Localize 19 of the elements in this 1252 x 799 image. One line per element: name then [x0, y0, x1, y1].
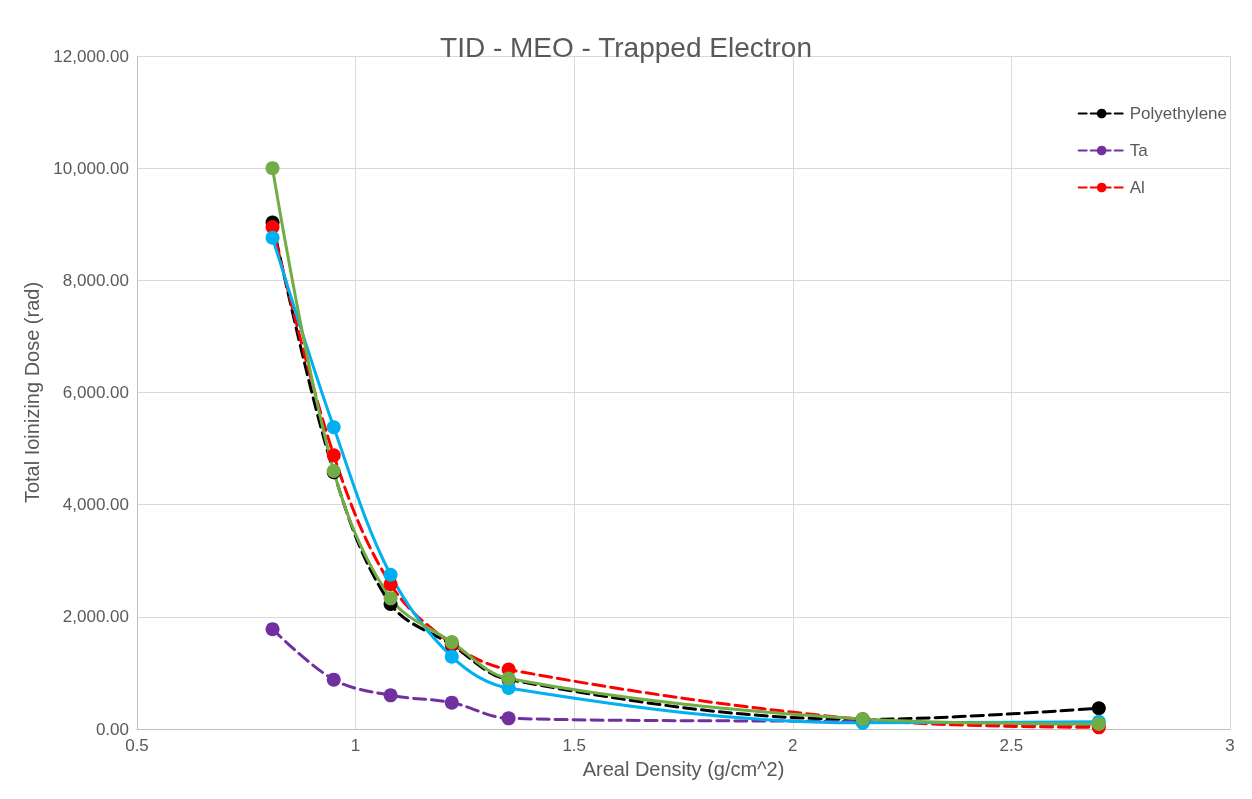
chart-title: TID - MEO - Trapped Electron: [440, 31, 812, 63]
legend-label: Ta: [1129, 141, 1149, 160]
x-tick-label: 2: [788, 736, 798, 755]
x-axis-title: Areal Density (g/cm^2): [582, 757, 785, 780]
x-tick-label: 3: [1225, 736, 1235, 755]
y-tick-label: 10,000.00: [53, 158, 129, 178]
y-tick-label: 6,000.00: [62, 383, 129, 402]
legend-label: Polyethylene: [1129, 104, 1227, 123]
legend-label: Al: [1129, 178, 1145, 197]
y-tick-label: 4,000.00: [62, 495, 129, 515]
y-tick-label: 8,000.00: [62, 270, 129, 290]
y-axis-title: Total Ioinizing Dose (rad): [21, 281, 44, 504]
y-tick-label: 0.00: [95, 719, 129, 739]
y-tick-label: 12,000.00: [53, 46, 129, 66]
x-tick-label: 0.5: [125, 736, 149, 755]
y-tick-label: 2,000.00: [62, 607, 129, 627]
x-tick-label: 2.5: [999, 736, 1024, 755]
x-tick-label: 1.5: [562, 736, 587, 755]
x-tick-label: 1: [350, 736, 361, 755]
